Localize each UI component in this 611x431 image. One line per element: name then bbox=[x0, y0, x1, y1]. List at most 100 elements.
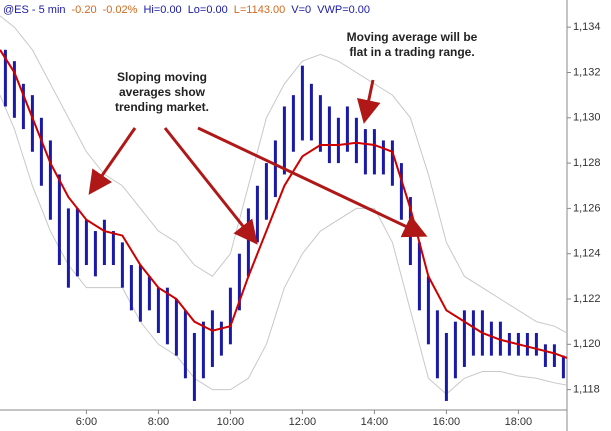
header-item: -0.02% bbox=[103, 4, 138, 16]
price-bar bbox=[309, 83, 313, 141]
price-bar bbox=[192, 332, 196, 401]
arrow bbox=[356, 79, 381, 124]
price-bar bbox=[219, 321, 223, 356]
price-bar bbox=[426, 276, 430, 345]
price-bar bbox=[453, 321, 457, 379]
y-tick-label: 1,124 bbox=[573, 248, 601, 260]
x-tick-label: 16:00 bbox=[433, 416, 461, 428]
y-tick-label: 1,122 bbox=[573, 293, 601, 305]
price-bar bbox=[435, 310, 439, 379]
price-bar bbox=[399, 163, 403, 220]
price-bar bbox=[93, 231, 97, 277]
price-bar bbox=[120, 242, 124, 288]
y-tick-label: 1,132 bbox=[573, 66, 601, 78]
arrow bbox=[197, 126, 428, 238]
y-tick-label: 1,130 bbox=[573, 112, 601, 124]
header-item: Lo=0.00 bbox=[188, 4, 228, 16]
price-bar bbox=[165, 287, 169, 345]
header-item: -0.20 bbox=[72, 4, 97, 16]
moving-average bbox=[0, 49, 568, 359]
price-bar bbox=[30, 95, 34, 152]
price-bar bbox=[372, 129, 376, 175]
header: @ES - 5 min -0.20 -0.02% Hi=0.00 Lo=0.00 L=11… bbox=[3, 4, 370, 16]
band-line bbox=[0, 94, 568, 395]
price-bar bbox=[327, 106, 331, 164]
x-tick-label: 10:00 bbox=[217, 416, 245, 428]
price-bar bbox=[129, 265, 133, 311]
price-bar bbox=[255, 185, 259, 243]
price-bar bbox=[66, 208, 70, 288]
annotation: Sloping moving bbox=[117, 70, 207, 84]
price-bar bbox=[507, 332, 511, 356]
price-bar bbox=[273, 140, 277, 198]
annotation: flat in a trading range. bbox=[349, 45, 474, 59]
x-tick-label: 8:00 bbox=[148, 416, 169, 428]
price-bar bbox=[111, 231, 115, 266]
price-bar bbox=[282, 106, 286, 175]
price-bar bbox=[363, 129, 367, 175]
header-item: VWP=0.00 bbox=[317, 4, 370, 16]
annotation: averages show bbox=[119, 85, 206, 99]
y-tick-label: 1,128 bbox=[573, 157, 601, 169]
price-bar bbox=[300, 65, 304, 141]
price-bar bbox=[264, 163, 268, 220]
price-bar bbox=[462, 310, 466, 367]
price-bar bbox=[228, 287, 232, 345]
y-tick-label: 1,134 bbox=[573, 21, 601, 33]
price-bar bbox=[3, 49, 7, 107]
x-tick-label: 18:00 bbox=[505, 416, 533, 428]
price-bar bbox=[48, 140, 52, 220]
x-tick-label: 6:00 bbox=[76, 416, 97, 428]
price-bar bbox=[246, 208, 250, 277]
price-bar bbox=[102, 219, 106, 266]
price-bar bbox=[417, 242, 421, 311]
header-item: @ES - 5 min bbox=[3, 4, 66, 16]
price-bar bbox=[345, 106, 349, 152]
arrow bbox=[163, 127, 258, 245]
price-bar bbox=[147, 276, 151, 311]
price-bar bbox=[471, 310, 475, 356]
price-bar bbox=[552, 344, 556, 367]
annotation: trending market. bbox=[115, 100, 209, 114]
x-tick-label: 14:00 bbox=[361, 416, 389, 428]
price-bar bbox=[534, 332, 538, 356]
price-bar bbox=[498, 321, 502, 356]
price-bar bbox=[174, 299, 178, 356]
header-item: V=0 bbox=[291, 4, 311, 16]
price-bar bbox=[543, 344, 547, 367]
x-tick-label: 12:00 bbox=[289, 416, 317, 428]
price-bar bbox=[489, 321, 493, 356]
price-bar bbox=[57, 174, 61, 266]
price-bar bbox=[210, 310, 214, 367]
header-item: L=1143.00 bbox=[234, 4, 286, 16]
y-tick-label: 1,120 bbox=[573, 338, 601, 350]
price-bar bbox=[12, 61, 16, 118]
price-bar bbox=[561, 355, 565, 379]
annotation: Moving average will be bbox=[347, 30, 478, 44]
price-bar bbox=[201, 321, 205, 379]
price-bar bbox=[381, 140, 385, 175]
price-bar bbox=[291, 95, 295, 152]
y-tick-label: 1,118 bbox=[573, 384, 600, 396]
price-bar bbox=[75, 208, 79, 277]
price-bar bbox=[84, 219, 88, 266]
price-bar bbox=[354, 117, 358, 164]
price-bar bbox=[21, 83, 25, 130]
price-bar bbox=[138, 265, 142, 322]
header-item: Hi=0.00 bbox=[143, 4, 181, 16]
y-tick-label: 1,126 bbox=[573, 202, 601, 214]
price-bar bbox=[237, 253, 241, 311]
arrow bbox=[88, 127, 137, 195]
price-bar bbox=[318, 95, 322, 152]
price-bar bbox=[39, 117, 43, 186]
price-bar bbox=[156, 287, 160, 333]
arrows bbox=[88, 79, 428, 245]
price-bar bbox=[390, 140, 394, 186]
price-bar bbox=[183, 310, 187, 379]
price-bar bbox=[444, 332, 448, 401]
band-line bbox=[0, 15, 568, 334]
price-bar bbox=[336, 117, 340, 164]
price-bar bbox=[525, 332, 529, 356]
